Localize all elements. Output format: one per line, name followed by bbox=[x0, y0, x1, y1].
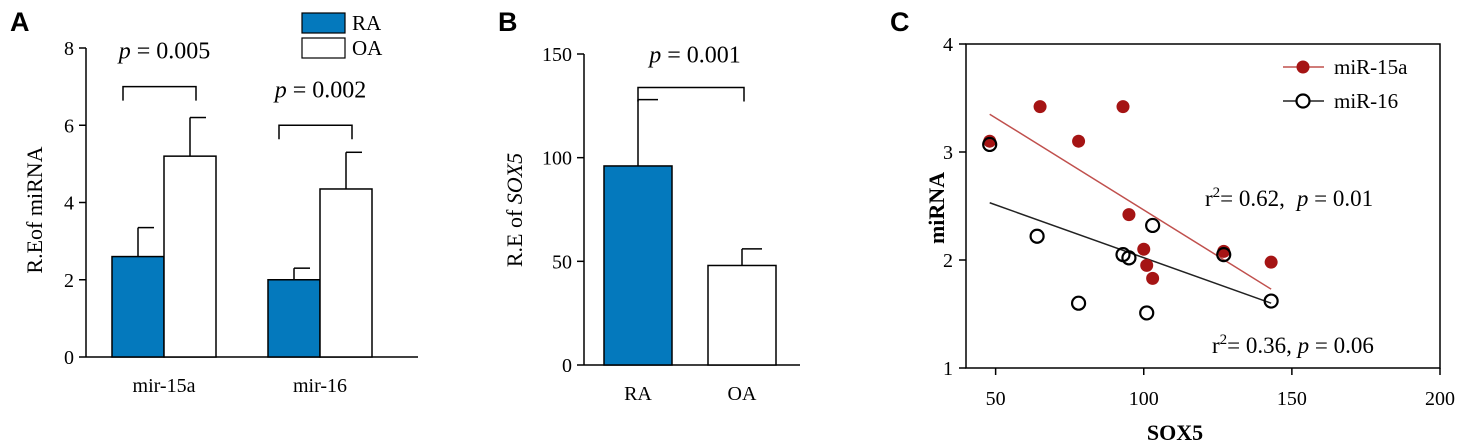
bar-ra-mir-16 bbox=[267, 279, 321, 358]
point-mir-16 bbox=[1121, 250, 1137, 266]
legend-mir16-label: miR-16 bbox=[1334, 89, 1398, 113]
bar-oa-mir-16 bbox=[319, 188, 373, 358]
panel-b-bars bbox=[603, 98, 777, 366]
legend-oa-swatch bbox=[301, 37, 346, 59]
panel-b-y-tick-label: 100 bbox=[542, 148, 572, 170]
panel-b-y-tick-label: 150 bbox=[542, 44, 572, 66]
panel-a-y-tick-label: 6 bbox=[64, 115, 74, 137]
panel-b-x-tick-label: RA bbox=[624, 383, 652, 405]
panel-a-y-tick-label: 4 bbox=[64, 193, 74, 215]
panel-b-y-axis: 0 50 100 150 bbox=[542, 44, 800, 377]
panel-c-y-tick-label: 2 bbox=[943, 250, 953, 272]
panel-a-y-tick-label: 0 bbox=[64, 347, 74, 369]
panel-a-x-tick-labels: mir-15a mir-16 bbox=[133, 375, 347, 397]
panel-b-y-tick-label: 0 bbox=[562, 355, 572, 377]
p-value-label: p = 0.002 bbox=[273, 77, 367, 103]
point-mir-16 bbox=[1029, 228, 1045, 244]
point-mir-15a bbox=[1146, 271, 1160, 285]
panel-c-label: C bbox=[890, 7, 910, 37]
point-mir-15a bbox=[1116, 100, 1130, 114]
panel-a-label: A bbox=[10, 7, 30, 37]
panel-b-x-tick-label: OA bbox=[728, 383, 757, 405]
significance-bracket bbox=[122, 85, 197, 101]
point-mir-15a bbox=[1072, 134, 1086, 148]
point-mir-16 bbox=[1139, 305, 1155, 321]
panel-a-x-tick-label: mir-15a bbox=[133, 375, 196, 397]
panel-c-xlabel: SOX5 bbox=[1147, 420, 1203, 445]
point-mir-16 bbox=[1216, 247, 1232, 263]
significance-bracket bbox=[278, 124, 353, 140]
panel-b-annotation: p = 0.001 bbox=[637, 43, 745, 102]
panel-c-points bbox=[982, 100, 1279, 321]
panel-a-x-tick-label: mir-16 bbox=[293, 375, 347, 397]
panel-c-ylabel: miRNA bbox=[924, 172, 949, 244]
bar-oa bbox=[707, 264, 777, 366]
bar-ra-mir-15a bbox=[111, 255, 165, 358]
point-mir-16 bbox=[1070, 295, 1087, 311]
bar-oa-mir-15a bbox=[163, 155, 217, 358]
panel-c-plot-frame bbox=[965, 43, 1441, 369]
legend-mir16-marker bbox=[1295, 93, 1311, 109]
panel-c-legend: miR-15a miR-16 bbox=[1283, 55, 1408, 113]
panel-b: B R.E of SOX5 0 50 100 150 RA OA p = 0.001 bbox=[498, 7, 800, 405]
panel-c-y-tick-label: 3 bbox=[943, 142, 953, 164]
panel-b-ylabel: R.E of SOX5 bbox=[502, 153, 527, 267]
point-mir-15a bbox=[1122, 208, 1136, 222]
point-mir-15a bbox=[1264, 255, 1278, 269]
bar-ra bbox=[603, 165, 673, 366]
panel-a-y-tick-label: 8 bbox=[64, 38, 74, 60]
stat-mir16: r2= 0.36, p = 0.06 bbox=[1212, 332, 1374, 358]
point-mir-16 bbox=[1145, 217, 1161, 234]
panel-a-bars bbox=[111, 116, 373, 358]
significance-bracket bbox=[637, 86, 745, 102]
panel-c-x-tick-label: 150 bbox=[1277, 388, 1307, 410]
panel-c-x-tick-label: 50 bbox=[986, 388, 1006, 410]
panel-a-annotations: p = 0.005 p = 0.002 bbox=[117, 39, 367, 140]
point-mir-16 bbox=[1263, 293, 1279, 309]
legend-ra-label: RA bbox=[352, 11, 382, 35]
stat-mir15a: r2= 0.62, p = 0.01 bbox=[1205, 185, 1373, 211]
p-value-label: p = 0.005 bbox=[117, 39, 211, 65]
panel-a-legend: RA OA bbox=[301, 11, 383, 60]
panel-c-x-tick-label: 100 bbox=[1129, 388, 1159, 410]
legend-oa-label: OA bbox=[352, 36, 383, 60]
panel-b-label: B bbox=[498, 7, 518, 37]
panel-b-x-tick-labels: RA OA bbox=[624, 383, 757, 405]
panel-c-x-tick-label: 200 bbox=[1425, 388, 1455, 410]
point-mir-15a bbox=[1140, 258, 1154, 272]
panel-c-axes: 50 100 150 200 1 2 3 4 bbox=[943, 34, 1455, 410]
panel-b-y-tick-label: 50 bbox=[552, 251, 572, 273]
p-value-label: p = 0.001 bbox=[647, 43, 741, 69]
legend-mir15a-marker bbox=[1296, 60, 1310, 74]
panel-a: A R.Eof miRNA 0 2 4 6 8 mir-15a mir-16 p = 0.… bbox=[10, 7, 418, 397]
panel-c: C miRNA SOX5 50 100 150 200 1 2 3 4 miR-15a miR… bbox=[890, 7, 1455, 445]
panel-c-y-tick-label: 4 bbox=[943, 34, 953, 56]
panel-a-y-tick-label: 2 bbox=[64, 270, 74, 292]
point-mir-15a bbox=[1033, 100, 1047, 114]
point-mir-16 bbox=[982, 136, 998, 153]
panel-a-ylabel: R.Eof miRNA bbox=[22, 146, 47, 273]
point-mir-15a bbox=[1137, 242, 1151, 256]
legend-mir15a-label: miR-15a bbox=[1334, 55, 1408, 79]
legend-ra-swatch bbox=[301, 12, 346, 34]
panel-c-y-tick-label: 1 bbox=[943, 358, 953, 380]
